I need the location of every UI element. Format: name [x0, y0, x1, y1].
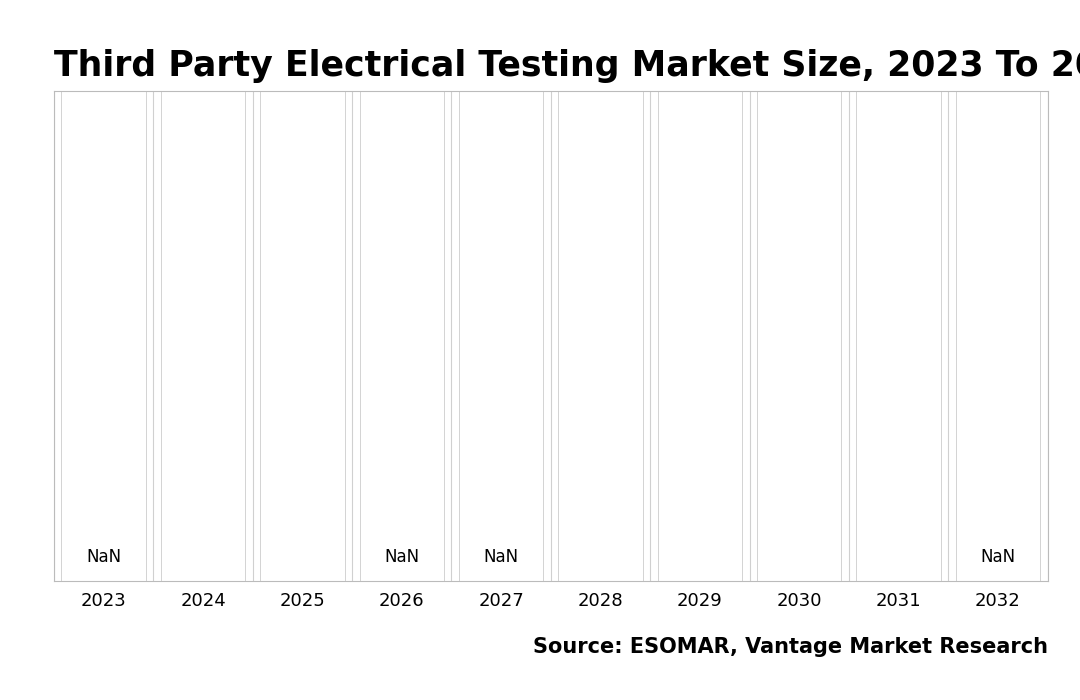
Bar	[856, 91, 941, 581]
Bar	[62, 91, 146, 581]
Bar	[161, 91, 245, 581]
Text: NaN: NaN	[86, 548, 121, 566]
Bar	[956, 91, 1040, 581]
Bar	[459, 91, 543, 581]
Text: NaN: NaN	[981, 548, 1015, 566]
Bar	[558, 91, 643, 581]
Text: NaN: NaN	[384, 548, 419, 566]
Bar	[260, 91, 345, 581]
Bar	[360, 91, 444, 581]
Bar	[757, 91, 841, 581]
Text: NaN: NaN	[484, 548, 518, 566]
Text: Third Party Electrical Testing Market Size, 2023 To 2032 (USD Million): Third Party Electrical Testing Market Si…	[54, 49, 1080, 83]
Bar	[658, 91, 742, 581]
Text: Source: ESOMAR, Vantage Market Research: Source: ESOMAR, Vantage Market Research	[532, 637, 1048, 657]
